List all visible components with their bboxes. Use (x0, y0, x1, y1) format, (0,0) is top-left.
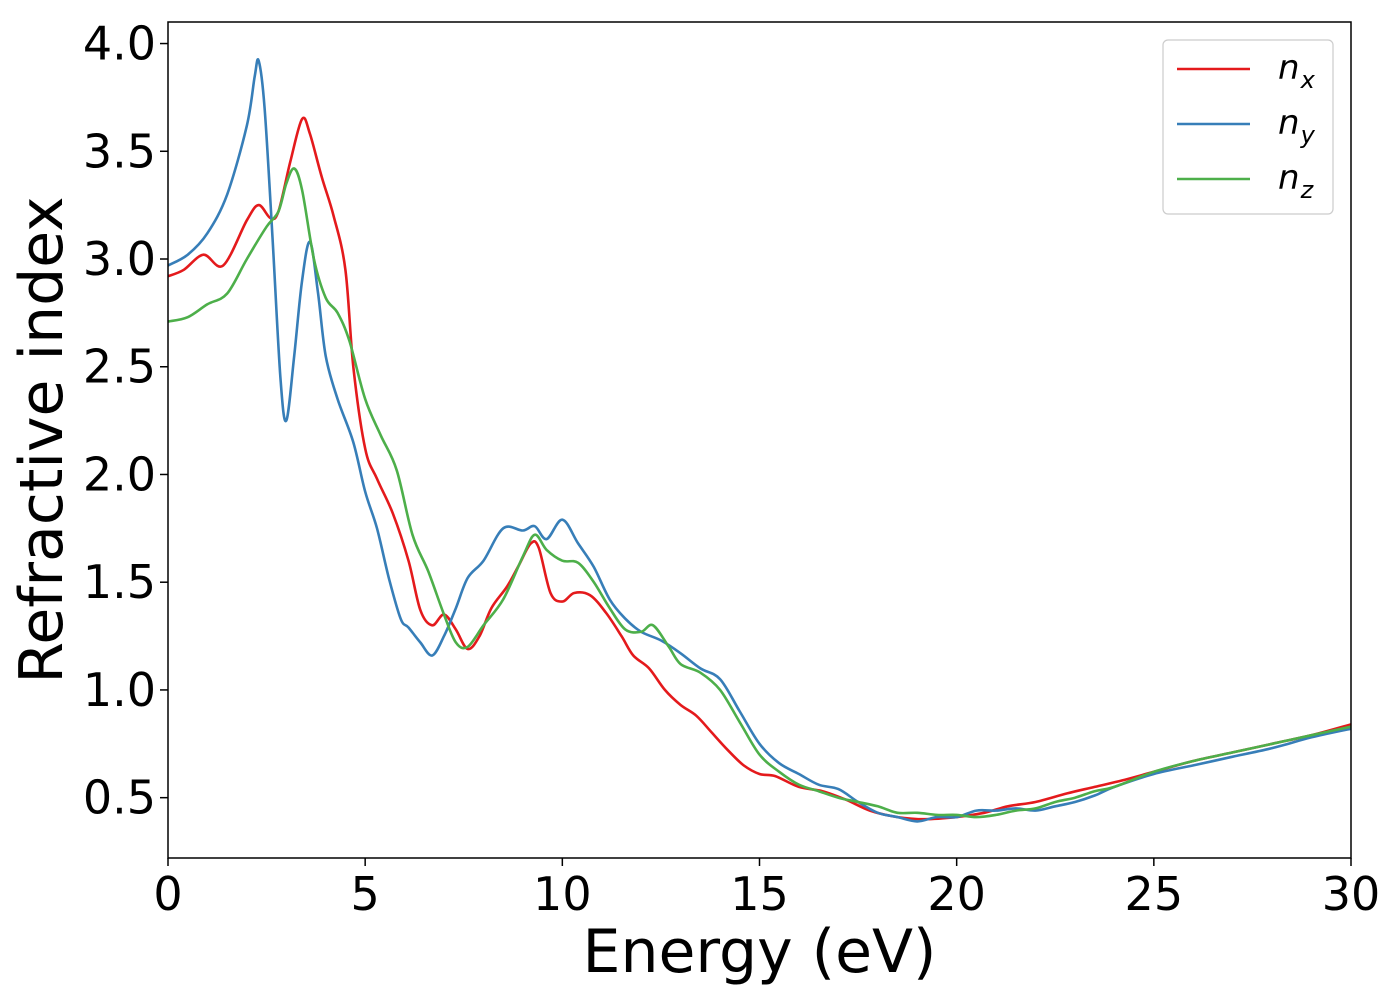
x-tick-label: 0 (153, 867, 182, 921)
legend-label-base: n (1278, 48, 1300, 88)
x-tick-label: 15 (730, 867, 789, 921)
legend-label-y: ny (1278, 103, 1316, 149)
legend-label-base: n (1278, 103, 1300, 143)
legend-box (1162, 39, 1334, 215)
series-line-z (167, 167, 1352, 819)
legend-label-subscript: y (1300, 121, 1316, 149)
y-axis-ticks: 0.5 1.0 1.5 2.0 2.5 3.0 3.5 4.0 (83, 17, 168, 825)
legend-label-z: nz (1278, 158, 1315, 204)
x-tick-label: 25 (1125, 867, 1184, 921)
x-axis-ticks: 0 5 10 15 20 25 30 (153, 858, 1380, 921)
x-tick-label: 5 (351, 867, 380, 921)
y-tick-label: 1.0 (83, 663, 156, 717)
y-axis-title: Refractive index (7, 196, 77, 683)
legend-label-subscript: z (1300, 176, 1315, 204)
y-tick-label: 4.0 (83, 17, 156, 71)
y-tick-label: 3.0 (83, 232, 156, 286)
x-tick-label: 30 (1322, 867, 1381, 921)
series-line-x (167, 116, 1352, 821)
y-tick-label: 0.5 (83, 771, 156, 825)
x-axis-title: Energy (eV) (583, 917, 937, 987)
y-tick-label: 2.0 (83, 447, 156, 501)
series-layer (167, 58, 1352, 823)
legend-label-base: n (1278, 158, 1300, 198)
x-tick-label: 20 (927, 867, 986, 921)
x-tick-label: 10 (533, 867, 592, 921)
legend-label-x: nx (1278, 48, 1316, 94)
y-tick-label: 1.5 (83, 555, 156, 609)
series-line-y (167, 58, 1352, 823)
legend-label-subscript: x (1300, 66, 1316, 94)
y-tick-label: 3.5 (83, 124, 156, 178)
y-tick-label: 2.5 (83, 340, 156, 394)
